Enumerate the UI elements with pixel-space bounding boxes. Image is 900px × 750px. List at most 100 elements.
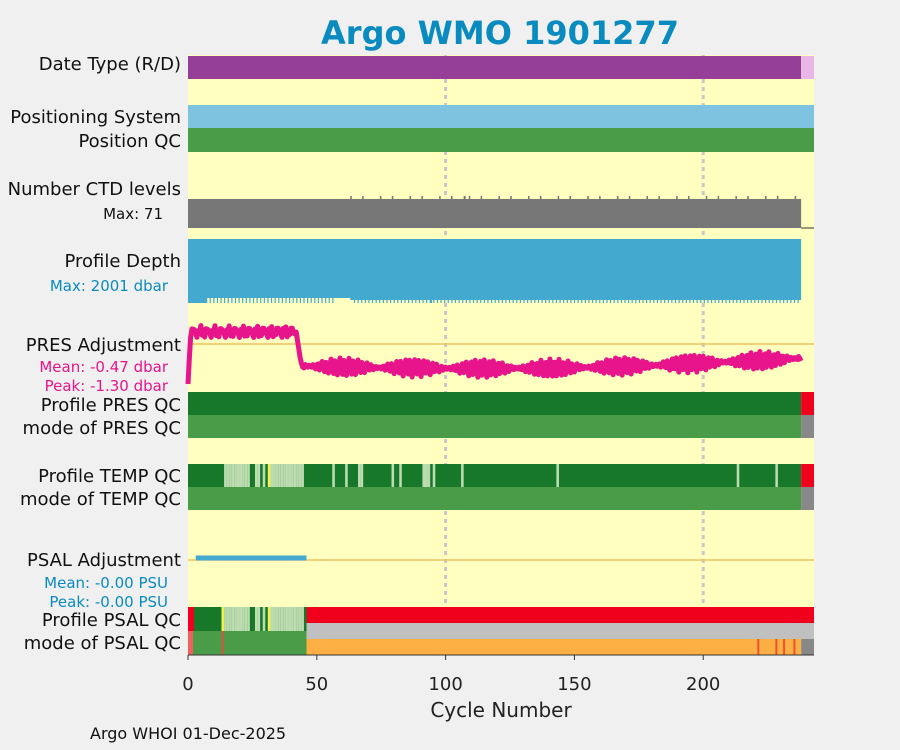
profile-depth-tick <box>209 298 211 303</box>
profile-psal-qc-light <box>275 607 279 631</box>
profile-temp-qc-light <box>775 464 778 487</box>
profile-depth-tick <box>646 298 648 303</box>
x-axis-label: Cycle Number <box>430 698 572 722</box>
profile-depth-tick <box>700 298 702 303</box>
ctd-levels-spike <box>468 196 471 199</box>
profile-temp-qc-light <box>254 464 258 487</box>
profile-depth-tick <box>534 298 536 303</box>
profile-depth-tick <box>747 298 749 303</box>
profile-psal-qc-light <box>262 607 266 631</box>
profile-depth-tick <box>288 298 291 303</box>
ctd-levels-spike <box>362 196 364 199</box>
label-profile-pres-qc: Profile PRES QC <box>41 395 181 416</box>
ctd-levels-spike <box>510 196 512 199</box>
profile-depth-tick <box>444 298 446 303</box>
profile-depth-tick <box>353 298 356 303</box>
profile-depth-tick <box>386 298 388 303</box>
profile-depth-tick <box>710 298 713 303</box>
ctd-levels-spike <box>557 196 560 199</box>
mode-psal-qc-mark <box>775 639 778 655</box>
profile-psal-qc-light <box>301 607 304 631</box>
label-pres-peak: Peak: -1.30 dbar <box>45 377 169 395</box>
profile-depth-tick <box>234 298 237 303</box>
profile-depth-tick <box>786 298 788 303</box>
label-psal-adjustment: PSAL Adjustment <box>27 550 181 571</box>
ctd-levels-spike <box>776 196 779 199</box>
mode-psal-qc-last <box>801 639 814 655</box>
profile-depth-tick <box>357 298 359 303</box>
label-positioning: Positioning System <box>10 107 181 128</box>
profile-temp-qc-light <box>280 464 284 487</box>
profile-depth-tick <box>667 298 669 303</box>
profile-depth-tick <box>494 298 496 303</box>
label-ctd-max: Max: 71 <box>103 205 163 223</box>
label-profile-depth: Profile Depth <box>64 251 181 272</box>
profile-temp-qc-light <box>234 464 237 487</box>
x-tick-label: 50 <box>305 674 328 695</box>
position-qc-bar <box>188 128 814 152</box>
profile-psal-qc-light <box>234 607 237 631</box>
profile-depth-tick <box>422 298 424 303</box>
profile-depth-tick <box>527 298 529 303</box>
profile-depth-tick <box>768 298 770 303</box>
profile-psal-qc-light <box>242 607 245 631</box>
profile-depth-tick <box>635 298 637 303</box>
ctd-levels-spike <box>794 196 797 199</box>
profile-temp-qc-light <box>273 464 276 487</box>
profile-depth-tick <box>552 298 554 303</box>
profile-depth-tick <box>736 298 738 303</box>
profile-depth-tick <box>754 298 756 303</box>
ctd-levels-spike <box>646 196 649 199</box>
profile-depth-tick <box>570 298 572 303</box>
profile-temp-qc-light <box>360 464 364 487</box>
profile-depth-tick <box>692 298 695 303</box>
profile-temp-qc-light <box>345 464 348 487</box>
ctd-levels-spike <box>439 196 441 199</box>
profile-depth-tick <box>317 298 320 303</box>
profile-psal-qc-light <box>231 607 235 631</box>
profile-depth-tick <box>660 298 662 303</box>
mode-pres-qc-bar <box>188 415 802 438</box>
profile-depth-tick <box>382 298 384 303</box>
profile-temp-qc-light <box>432 464 436 487</box>
x-tick-label: 150 <box>557 674 591 695</box>
ctd-levels-spike <box>421 196 423 199</box>
profile-temp-qc-light <box>242 464 245 487</box>
ctd-levels-spike <box>616 196 619 199</box>
profile-depth-tick <box>263 298 265 303</box>
profile-depth-tick <box>260 298 262 303</box>
profile-depth-tick <box>696 298 698 303</box>
profile-depth-tick <box>664 298 666 303</box>
ctd-levels-spike <box>350 196 352 199</box>
profile-depth-tick <box>541 298 543 303</box>
profile-depth-tick <box>750 298 752 303</box>
profile-depth-tick <box>472 298 475 303</box>
profile-temp-qc-yellow <box>267 464 271 487</box>
label-date-type: Date Type (R/D) <box>39 54 181 75</box>
ctd-levels-spike <box>379 196 382 199</box>
profile-depth-tick <box>682 298 684 303</box>
profile-depth-tick <box>227 298 229 303</box>
profile-temp-qc-light <box>291 464 294 487</box>
profile-depth-tick <box>671 298 673 303</box>
profile-temp-qc-light <box>229 464 232 487</box>
profile-depth-tick <box>512 298 514 303</box>
profile-depth-tick <box>591 298 594 303</box>
profile-temp-qc-light <box>425 464 428 487</box>
ctd-levels-spike <box>528 196 530 199</box>
profile-depth-tick <box>371 298 374 303</box>
ctd-levels-spike <box>705 196 708 199</box>
profile-psal-qc-light <box>244 607 248 631</box>
profile-depth-tick <box>415 298 417 303</box>
profile-depth-tick <box>256 298 258 303</box>
profile-temp-qc-light <box>358 464 361 487</box>
profile-psal-qc-light <box>298 607 302 631</box>
profile-depth-tick <box>703 298 705 303</box>
profile-depth-tick <box>584 298 586 303</box>
profile-depth-tick <box>638 298 641 303</box>
profile-psal-qc-light <box>247 607 250 631</box>
label-pres-adjustment: PRES Adjustment <box>26 335 181 356</box>
profile-temp-qc-light <box>226 464 230 487</box>
ctd-levels-spike <box>569 196 572 199</box>
profile-depth-tick <box>545 298 547 303</box>
